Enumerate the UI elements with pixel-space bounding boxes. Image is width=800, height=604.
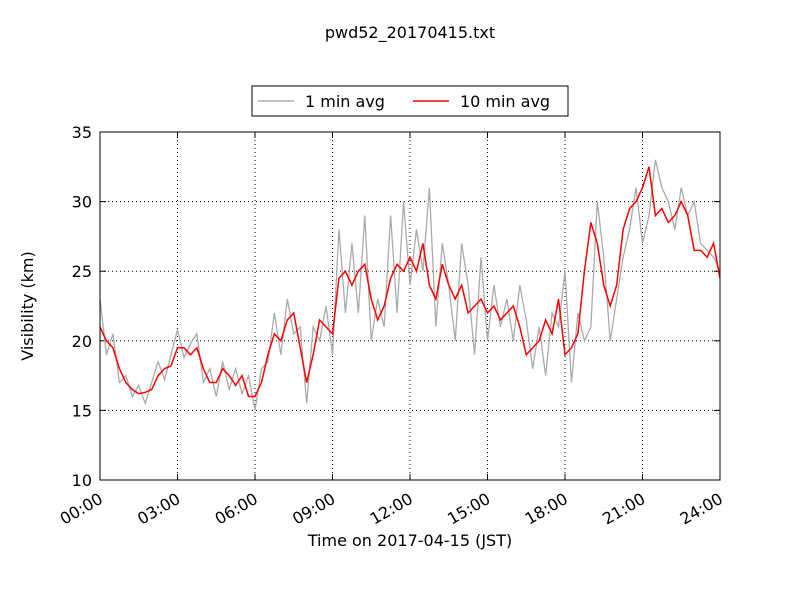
y-tick-label: 15 — [72, 401, 92, 420]
plot-frame — [99, 131, 721, 481]
x-axis-label: Time on 2017-04-15 (JST) — [307, 531, 512, 550]
legend: 1 min avg 10 min avg — [251, 85, 569, 117]
y-tick-label: 20 — [72, 332, 92, 351]
y-tick-label: 10 — [72, 471, 92, 490]
y-tick-label: 30 — [72, 193, 92, 212]
legend-label: 1 min avg — [305, 92, 385, 111]
series-line — [100, 159, 720, 411]
plot-lines — [100, 159, 720, 411]
chart-title: pwd52_20170415.txt — [325, 23, 495, 43]
legend-label: 10 min avg — [460, 92, 550, 111]
y-tick-label: 25 — [72, 262, 92, 281]
y-tick-label: 35 — [72, 123, 92, 142]
y-axis-label: Visibility (km) — [18, 251, 37, 360]
series-line — [100, 166, 720, 398]
legend-box — [251, 85, 569, 117]
